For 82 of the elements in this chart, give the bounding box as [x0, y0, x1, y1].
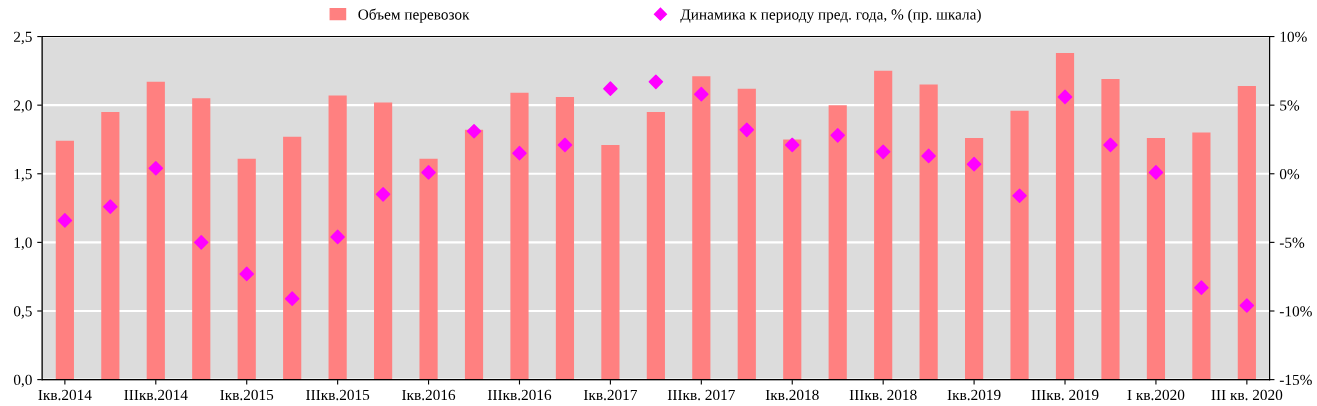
bar: [919, 84, 938, 380]
x-tick-label: Iкв.2017: [583, 389, 638, 401]
x-tick-label: Iкв.2015: [220, 389, 274, 401]
bar: [828, 105, 847, 380]
x-tick-label: Iкв.2018: [765, 389, 819, 401]
y-tick-label: 2,0: [14, 100, 32, 113]
bar: [419, 158, 438, 380]
point: [193, 235, 209, 250]
point: [512, 145, 527, 161]
point: [239, 266, 255, 282]
x-tick-label: IIIкв.2016: [487, 389, 552, 401]
bar: [237, 158, 256, 380]
bar: [1055, 53, 1075, 380]
bar: [374, 102, 393, 380]
bar: [874, 70, 893, 380]
point: [603, 81, 618, 96]
y2-tick-label: -5%: [1279, 237, 1305, 248]
x-tick-label: IIIкв. 2018: [849, 389, 917, 401]
x-tick-label: IIIкв. 2019: [1031, 389, 1099, 401]
point: [375, 187, 391, 202]
bar: [146, 81, 165, 380]
point: [648, 74, 664, 90]
bar: [328, 95, 347, 380]
y-tick-label: 0,5: [13, 306, 32, 319]
bar: [1146, 138, 1166, 380]
point: [1148, 165, 1164, 180]
bar: [646, 112, 665, 380]
point: [1103, 137, 1118, 153]
y2-tick-label: 0%: [1279, 168, 1300, 180]
point: [830, 128, 845, 143]
bar: [965, 138, 984, 380]
bar: [510, 92, 529, 380]
x-tick-label: IIIкв. 2017: [667, 389, 735, 401]
point: [966, 156, 982, 172]
point: [875, 144, 891, 160]
bar: [783, 139, 802, 380]
point: [103, 199, 118, 214]
bar: [692, 76, 711, 380]
point: [1194, 280, 1209, 295]
point: [421, 165, 436, 180]
bar: [1010, 110, 1029, 380]
point: [694, 86, 709, 102]
point: [284, 291, 300, 306]
x-tick-label: IIIкв.2015: [306, 389, 370, 401]
bar: [601, 144, 620, 380]
point: [784, 137, 800, 153]
legend-label: Объем перевозок: [358, 8, 470, 23]
bar: [283, 136, 302, 380]
x-tick-label: IIIкв.2014: [124, 389, 188, 401]
point: [1057, 89, 1073, 105]
x-tick-label: Iкв.2016: [402, 389, 456, 401]
point: [1012, 188, 1027, 204]
point: [148, 160, 164, 176]
bar: [464, 129, 484, 380]
bar: [1101, 79, 1120, 380]
bar: [1192, 132, 1211, 380]
legend-label: Динамика к периоду пред. года, % (пр. шкала): [680, 8, 981, 23]
bar: [101, 112, 120, 380]
point: [57, 213, 73, 228]
y-tick-label: 2,5: [14, 31, 32, 45]
x-tick-label: I кв.2020: [1127, 389, 1185, 401]
bar: [555, 96, 575, 380]
x-tick-label: Iкв.2019: [947, 389, 1001, 401]
y2-tick-label: -15%: [1279, 374, 1312, 386]
bar: [1237, 85, 1256, 380]
y-tick-label: 1,0: [14, 237, 32, 251]
y2-tick-label: 10%: [1280, 31, 1307, 43]
point: [921, 148, 936, 164]
bar: [192, 98, 211, 380]
x-tick-label: III кв. 2020: [1211, 389, 1283, 401]
bar: [737, 88, 756, 380]
bar: [55, 140, 74, 380]
y-tick-label: 0,0: [13, 374, 32, 388]
x-tick-label: Iкв.2014: [38, 389, 92, 401]
point: [739, 122, 755, 138]
y2-tick-label: -10%: [1279, 306, 1312, 317]
y-tick-label: 1,5: [14, 168, 32, 182]
y2-tick-label: 5%: [1280, 100, 1300, 111]
point: [330, 229, 345, 245]
point: [466, 123, 482, 139]
point: [1239, 298, 1255, 313]
point: [557, 137, 573, 153]
